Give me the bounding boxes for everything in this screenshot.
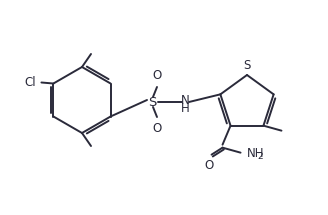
Text: O: O	[204, 159, 213, 172]
Text: S: S	[243, 59, 251, 72]
Text: 2: 2	[257, 152, 263, 161]
Text: O: O	[153, 69, 162, 82]
Text: N: N	[181, 95, 189, 108]
Text: S: S	[148, 95, 156, 109]
Text: H: H	[181, 103, 189, 115]
Text: Cl: Cl	[25, 76, 36, 89]
Text: O: O	[153, 122, 162, 135]
Text: NH: NH	[247, 147, 264, 160]
